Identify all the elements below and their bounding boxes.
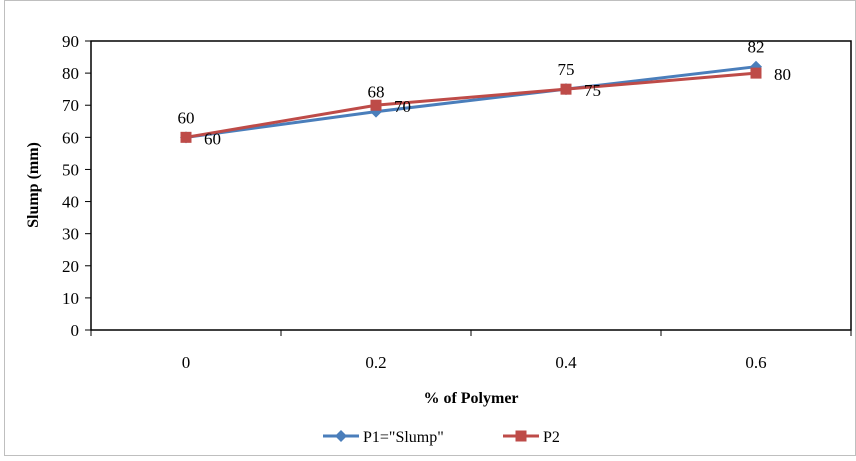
y-tick-label: 80	[62, 64, 79, 83]
data-label: 60	[204, 129, 221, 148]
x-tick-label: 0.4	[555, 353, 577, 372]
legend-label: P2	[543, 429, 560, 446]
x-tick-label: 0.6	[745, 353, 766, 372]
data-point	[181, 132, 192, 143]
data-point	[751, 68, 762, 79]
data-label: 60	[178, 108, 195, 127]
y-tick-label: 40	[62, 193, 79, 212]
y-tick-label: 30	[62, 225, 79, 244]
legend-label: P1="Slump"	[363, 429, 444, 446]
data-label: 75	[558, 60, 575, 79]
y-tick-label: 60	[62, 128, 79, 147]
data-label: 70	[394, 97, 411, 116]
data-point	[561, 84, 572, 95]
y-tick-label: 70	[62, 96, 79, 115]
x-axis-title: % of Polymer	[423, 390, 518, 407]
x-tick-label: 0	[182, 353, 191, 372]
data-label: 80	[774, 65, 791, 84]
y-tick-label: 10	[62, 289, 79, 308]
x-tick-label: 0.2	[365, 353, 386, 372]
data-label: 68	[368, 83, 385, 102]
y-tick-label: 20	[62, 257, 79, 276]
y-tick-label: 50	[62, 160, 79, 179]
y-tick-label: 0	[71, 321, 80, 340]
y-tick-label: 90	[62, 32, 79, 51]
data-label: 75	[584, 81, 601, 100]
y-axis-title: Slump (mm)	[25, 142, 42, 228]
legend-marker	[516, 431, 527, 442]
data-label: 82	[748, 38, 765, 57]
